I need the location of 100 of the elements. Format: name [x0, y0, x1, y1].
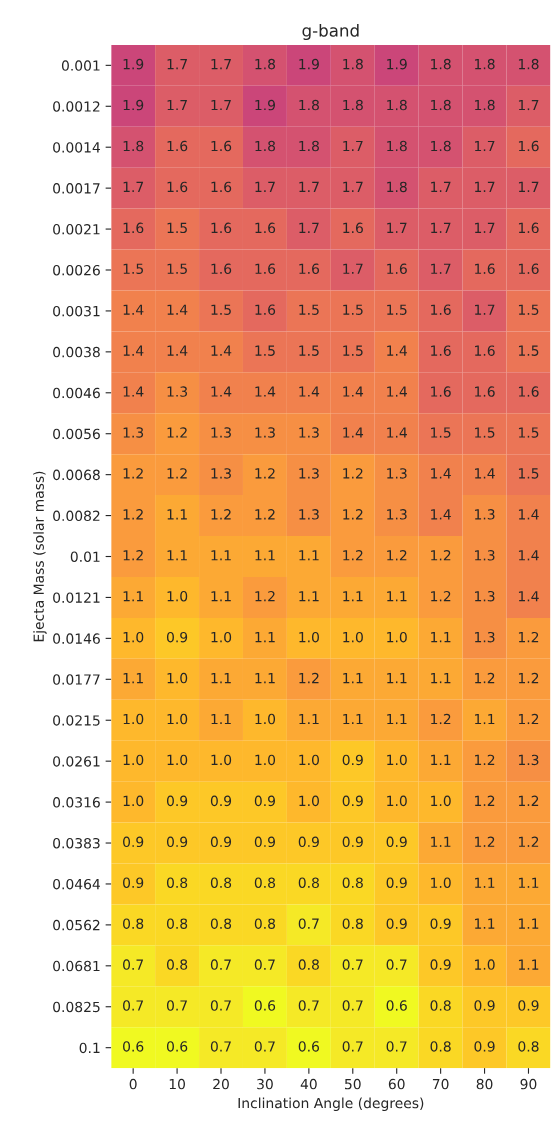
data-label: 0.8 — [254, 877, 276, 888]
y-axis-title: Ejecta Mass (solar mass) — [33, 471, 47, 642]
data-label: 1.6 — [255, 304, 276, 315]
data-label: 1.2 — [431, 550, 451, 561]
data-label: 1.2 — [475, 795, 495, 806]
data-label: 0.9 — [166, 795, 188, 807]
data-label: 1.1 — [123, 591, 143, 602]
data-label: 1.5 — [299, 304, 319, 315]
data-label: 0.9 — [123, 877, 144, 888]
y-tick-label: 0.0026 — [53, 264, 100, 276]
data-label: 1.7 — [475, 304, 495, 315]
data-label: 0.9 — [386, 918, 407, 929]
data-label: 1.1 — [387, 713, 407, 725]
data-label: 1.4 — [211, 345, 232, 356]
data-label: 1.6 — [211, 140, 232, 152]
data-label: 1.3 — [255, 427, 275, 438]
data-label: 1.6 — [299, 263, 320, 275]
data-label: 1.3 — [123, 427, 144, 438]
data-label: 1.1 — [167, 509, 187, 520]
data-label: 1.6 — [475, 263, 495, 275]
data-label: 1.9 — [299, 58, 319, 70]
data-label: 0.9 — [430, 959, 451, 970]
data-label: 1.6 — [211, 263, 232, 275]
data-label: 1.6 — [123, 222, 144, 234]
data-label: 1.4 — [343, 386, 364, 397]
y-tick-label: 0.0014 — [53, 142, 100, 153]
data-label: 0.6 — [254, 1000, 276, 1011]
data-label: 1.1 — [387, 673, 407, 684]
data-label: 1.7 — [123, 181, 144, 192]
data-label: 1.2 — [255, 509, 275, 520]
data-label: 1.1 — [211, 550, 231, 561]
data-label: 1.1 — [518, 918, 539, 929]
y-tick-label: 0.0021 — [53, 224, 100, 235]
data-label: 0.8 — [342, 877, 363, 888]
data-label: 1.1 — [211, 673, 231, 684]
data-label: 1.2 — [255, 590, 275, 602]
data-label: 1.4 — [123, 304, 144, 315]
data-label: 1.7 — [343, 263, 363, 274]
data-label: 0.7 — [386, 959, 407, 970]
data-label: 1.6 — [255, 263, 276, 275]
data-label: 1.6 — [255, 222, 276, 234]
data-label: 1.7 — [431, 181, 451, 192]
data-label: 1.4 — [431, 509, 451, 520]
data-label: 1.0 — [123, 754, 144, 766]
data-label: 1.1 — [255, 550, 275, 561]
data-label: 1.2 — [123, 550, 143, 561]
data-label: 1.2 — [343, 509, 363, 520]
data-label: 0.8 — [298, 959, 319, 970]
data-label: 1.8 — [475, 99, 495, 111]
data-label: 1.6 — [475, 386, 495, 397]
data-label: 0.9 — [123, 836, 144, 848]
data-label: 0.8 — [518, 1041, 539, 1052]
data-label: 1.0 — [387, 795, 407, 807]
data-label: 1.2 — [518, 713, 539, 725]
data-label: 1.5 — [518, 468, 539, 479]
data-label: 1.8 — [343, 58, 363, 70]
data-label: 1.1 — [343, 591, 363, 602]
data-label: 1.2 — [123, 468, 143, 479]
data-label: 1.0 — [123, 795, 144, 807]
data-label: 0.8 — [166, 918, 188, 929]
data-label: 1.0 — [167, 754, 188, 766]
data-label: 1.2 — [431, 713, 451, 725]
data-label: 1.1 — [475, 713, 495, 725]
data-label: 1.7 — [343, 181, 363, 192]
data-label: 0.8 — [254, 918, 276, 929]
x-axis-title: Inclination Angle (degrees) — [238, 1097, 424, 1111]
data-label: 1.0 — [387, 754, 407, 766]
data-label: 1.0 — [255, 754, 276, 766]
y-tick-label: 0.0038 — [53, 346, 100, 358]
data-label: 0.7 — [254, 1041, 275, 1052]
y-tick-label: 0.0068 — [53, 469, 100, 481]
data-label: 1.1 — [211, 591, 231, 602]
data-label: 1.1 — [299, 591, 319, 602]
data-label: 1.8 — [255, 58, 276, 70]
data-label: 1.5 — [123, 263, 143, 275]
data-label: 1.6 — [211, 181, 232, 193]
data-label: 1.0 — [167, 672, 188, 684]
data-label: 1.7 — [431, 222, 451, 233]
data-label: 1.6 — [211, 222, 232, 234]
data-label: 1.1 — [299, 550, 319, 561]
data-label: 0.7 — [210, 1000, 231, 1011]
data-label: 0.8 — [210, 918, 232, 929]
data-label: 0.9 — [474, 1041, 495, 1052]
data-label: 1.1 — [255, 673, 275, 684]
data-label: 0.7 — [342, 1041, 363, 1052]
data-label: 0.9 — [342, 836, 363, 848]
data-label: 1.1 — [431, 836, 451, 847]
y-tick-label: 0.001 — [61, 60, 100, 71]
data-label: 1.1 — [387, 591, 407, 602]
data-label: 1.0 — [431, 877, 451, 888]
data-label: 1.0 — [167, 713, 188, 725]
data-label: 1.3 — [518, 754, 539, 766]
data-label: 0.9 — [430, 918, 451, 929]
data-label: 1.2 — [123, 509, 143, 520]
data-label: 0.8 — [430, 1041, 451, 1052]
data-label: 1.0 — [123, 713, 144, 725]
data-label: 1.1 — [431, 673, 451, 684]
data-label: 1.3 — [299, 468, 319, 479]
data-label: 1.8 — [475, 58, 495, 70]
data-label: 1.5 — [518, 345, 539, 356]
